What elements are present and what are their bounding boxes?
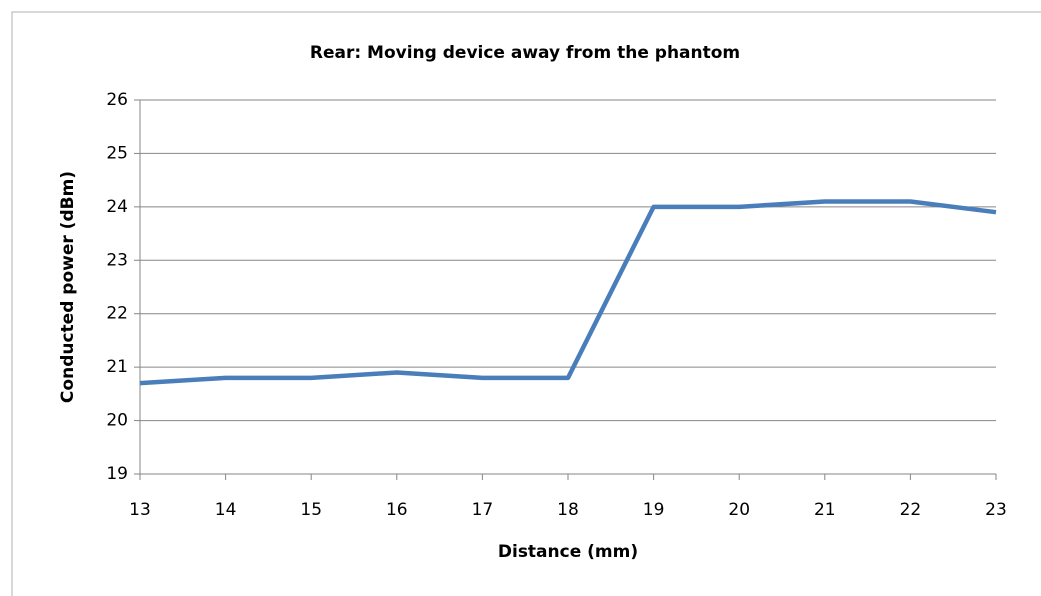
x-tick-label: 15 <box>300 500 322 520</box>
y-tick-label: 24 <box>106 197 128 217</box>
x-axis-label: Distance (mm) <box>498 542 638 562</box>
y-tick-label: 19 <box>106 464 128 484</box>
data-line <box>139 199 997 386</box>
y-tick-label: 21 <box>106 357 128 377</box>
x-tick-label: 21 <box>814 500 836 520</box>
x-tick-label: 19 <box>643 500 665 520</box>
x-tick-label: 16 <box>386 500 408 520</box>
chart-border <box>11 11 1041 596</box>
y-tick-label: 25 <box>106 143 128 163</box>
y-tick-label: 23 <box>106 250 128 270</box>
y-tick-label: 22 <box>106 304 128 324</box>
x-tick-label: 18 <box>557 500 579 520</box>
chart-title: Rear: Moving device away from the phanto… <box>310 43 740 63</box>
x-tick-label: 22 <box>900 500 922 520</box>
x-tick-label: 13 <box>129 500 151 520</box>
x-tick-label: 20 <box>728 500 750 520</box>
x-tick-label: 23 <box>985 500 1007 520</box>
y-axis-label: Conducted power (dBm) <box>58 171 78 403</box>
y-tick-label: 20 <box>106 411 128 431</box>
x-tick-label: 17 <box>472 500 494 520</box>
y-tick-label: 26 <box>106 90 128 110</box>
x-tick-label: 14 <box>215 500 237 520</box>
